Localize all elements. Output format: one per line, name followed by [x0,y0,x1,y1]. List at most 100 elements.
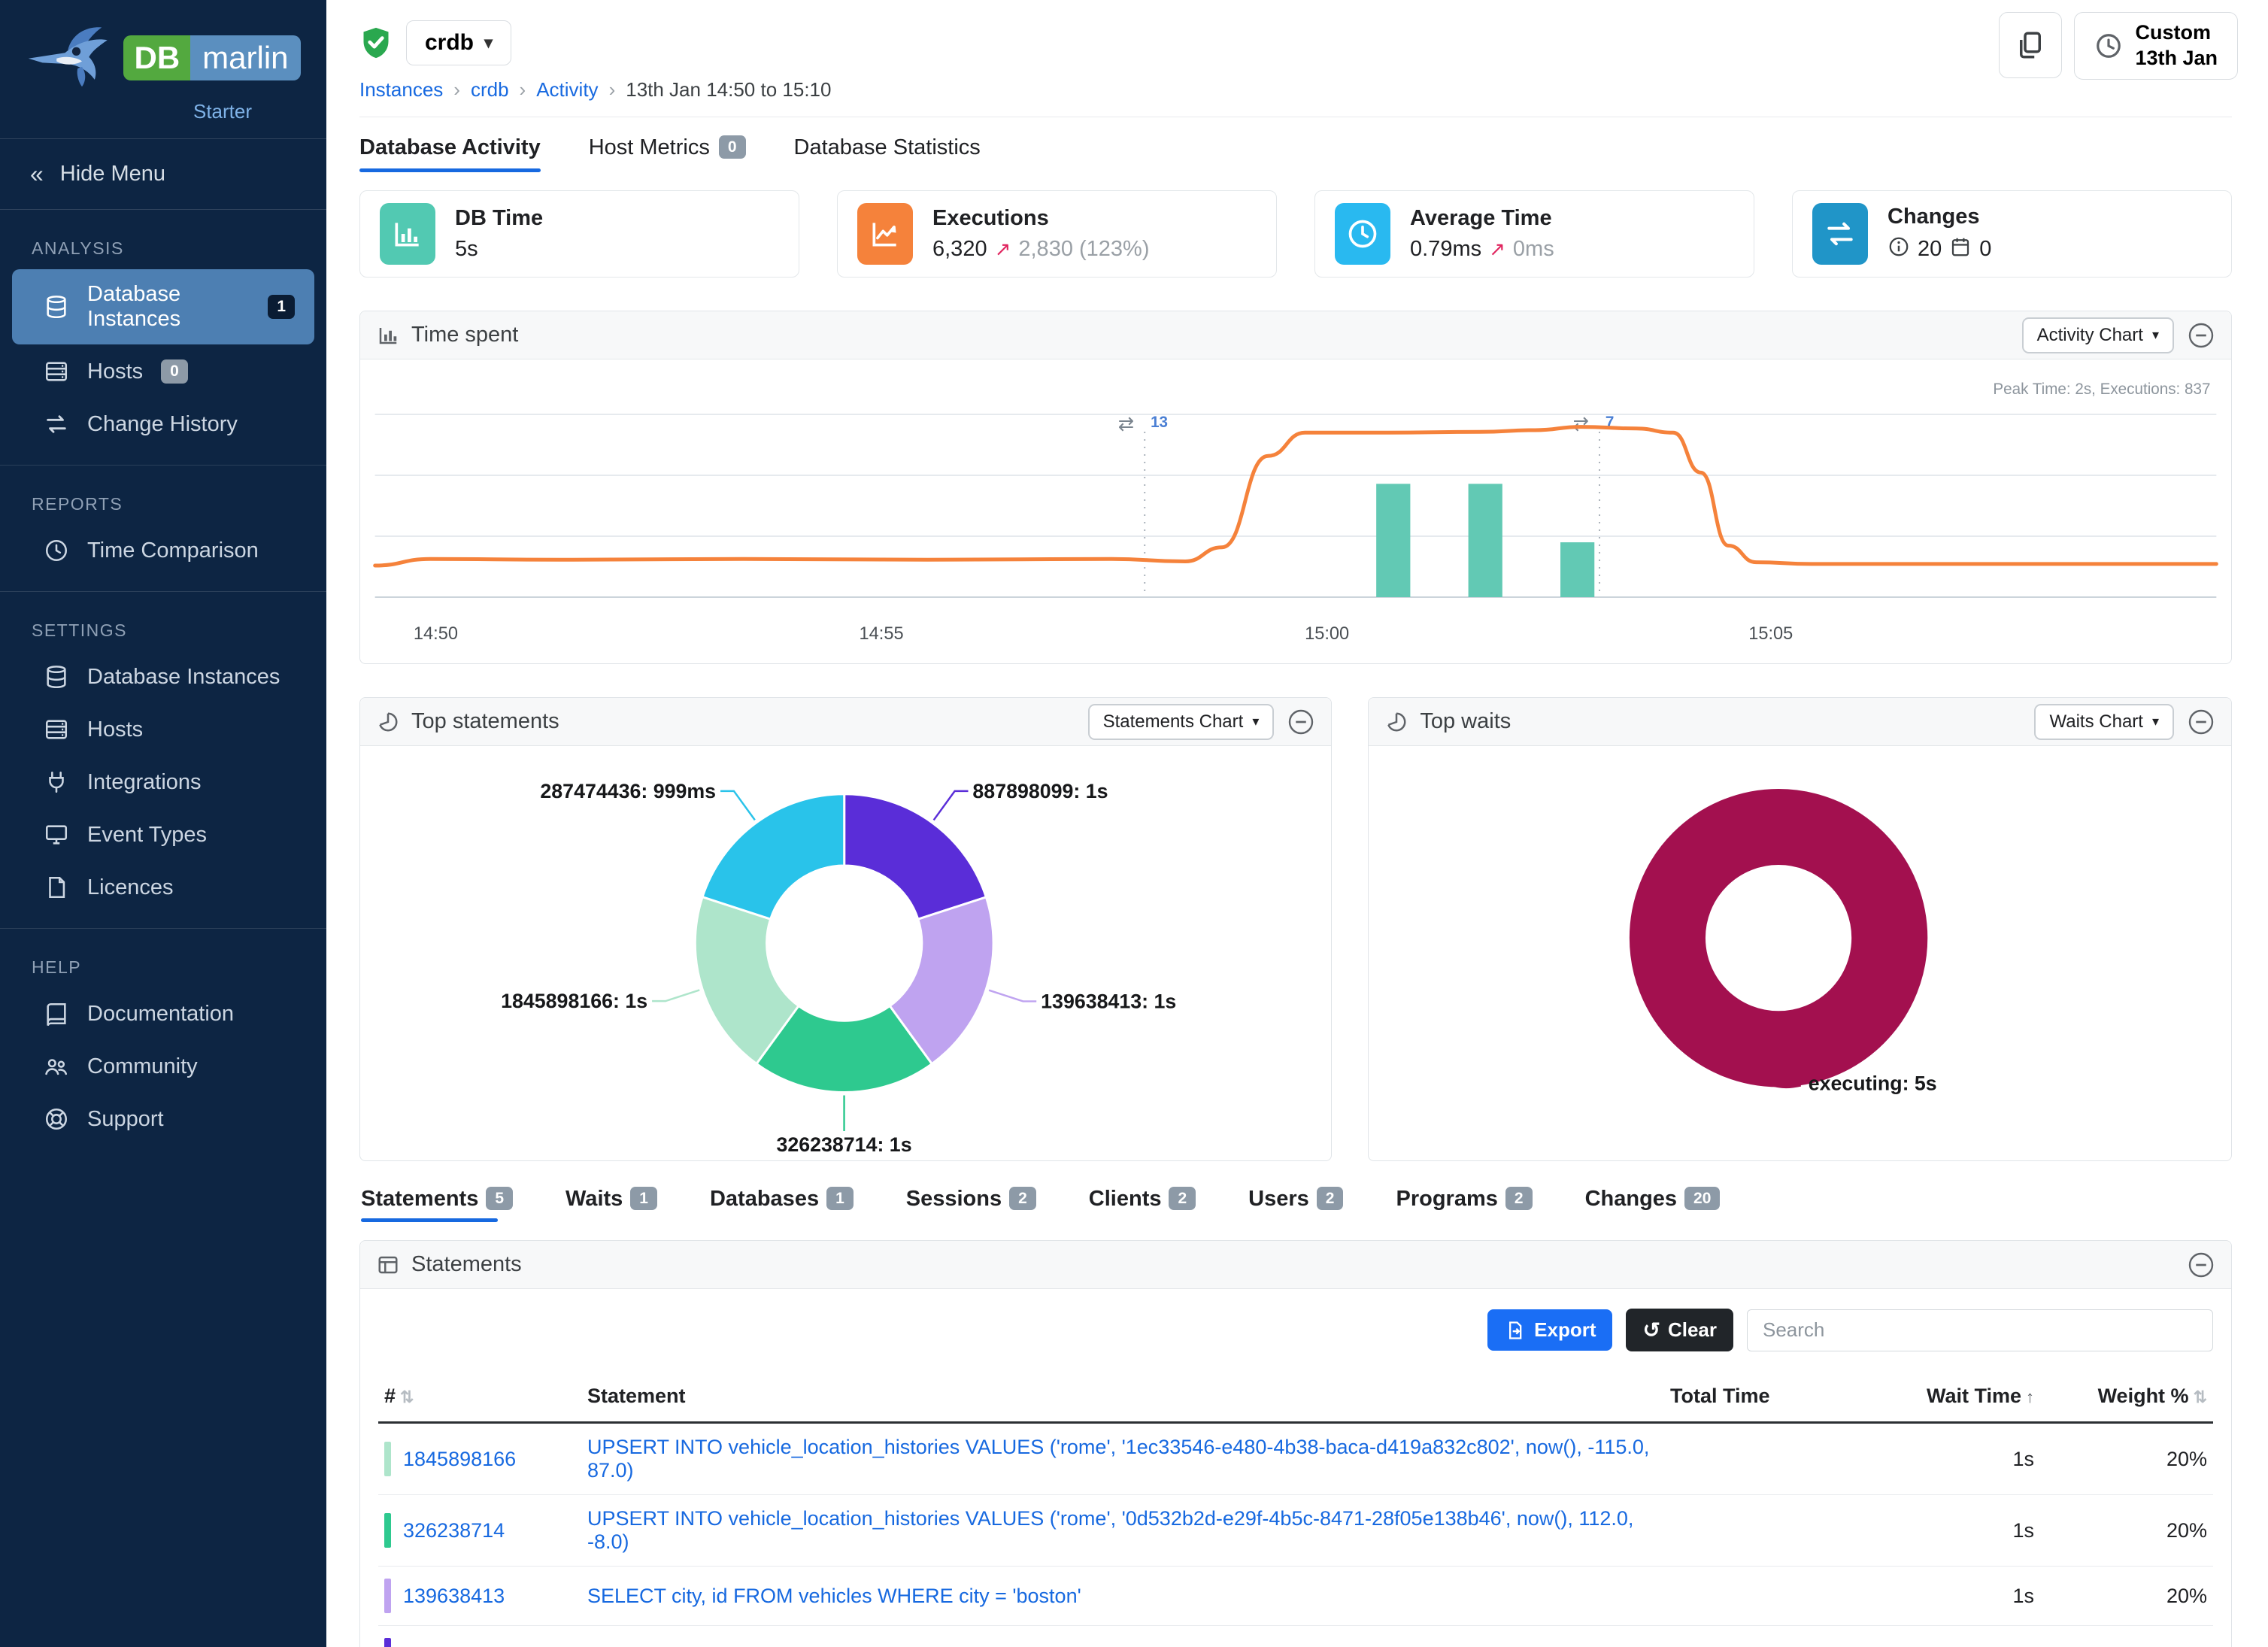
time-range-button[interactable]: Custom 13th Jan [2074,12,2238,80]
stat-value-part: ↗ [1489,238,1505,260]
sidebar-item-change-history[interactable]: Change History [12,399,314,450]
breadcrumb-current: 13th Jan 14:50 to 15:10 [626,78,832,101]
detail-tab-sessions[interactable]: Sessions 2 [906,1187,1036,1222]
collapse-panel-icon[interactable] [2188,322,2215,349]
statement-color-bar [384,1513,391,1548]
top-statements-panel: Top statements Statements Chart ▾ [359,697,1333,1161]
calendar-icon [1949,235,1972,264]
sidebar-section: HELP Documentation Community Support [0,929,326,1160]
sidebar-item-label: Time Comparison [87,538,259,563]
svg-text:15:05: 15:05 [1748,623,1793,644]
health-shield-icon [363,27,389,59]
sidebar-item-support[interactable]: Support [12,1093,314,1145]
detail-tab-label: Changes [1584,1187,1678,1211]
sidebar-item-event-types[interactable]: Event Types [12,809,314,860]
stat-card-average-time[interactable]: Average Time 0.79ms ↗ 0ms [1314,190,1754,278]
detail-tab-changes[interactable]: Changes 20 [1585,1187,1721,1222]
detail-tab-label: Clients [1088,1187,1162,1211]
barchart-icon [380,203,435,265]
top-waits-donut[interactable]: executing: 5s [1369,746,2231,1160]
column-header-wait-time[interactable]: Wait Time ↑ [1800,1374,2040,1424]
detail-tab-statements[interactable]: Statements 5 [361,1187,514,1222]
collapse-panel-icon[interactable] [2188,708,2215,736]
breadcrumb-separator: › [519,78,526,101]
top-statements-title: Top statements [411,709,559,733]
sidebar-item-community[interactable]: Community [12,1041,314,1092]
top-waits-panel: Top waits Waits Chart ▾ [1368,697,2232,1161]
breadcrumb-link[interactable]: Instances [359,78,444,101]
sidebar-item-documentation[interactable]: Documentation [12,988,314,1039]
linechart-icon [857,203,913,265]
sidebar-item-database-instances[interactable]: Database Instances 1 [12,269,314,344]
pie-chart-icon [1387,712,1406,731]
activity-chart-select[interactable]: Activity Chart ▾ [2021,317,2174,353]
instance-selector[interactable]: crdb ▾ [406,20,512,65]
sidebar-item-database-instances[interactable]: Database Instances [12,651,314,702]
hide-menu-button[interactable]: « Hide Menu [0,139,326,210]
book-icon [44,1001,69,1027]
svg-text:14:55: 14:55 [860,623,904,644]
statement-text-link[interactable]: UPSERT INTO vehicle_location_histories V… [587,1507,1634,1553]
export-button[interactable]: Export [1487,1309,1613,1351]
sidebar-item-label: Hosts [87,359,144,384]
stat-card-db-time[interactable]: DB Time 5s [359,190,799,278]
detail-tab-programs[interactable]: Programs 2 [1396,1187,1533,1222]
search-input[interactable] [1747,1309,2213,1351]
main-area: crdb ▾ Instances › crdb › Activity › 13th Jan … [326,0,2268,1647]
breadcrumb-link[interactable]: Activity [536,78,599,101]
statements-chart-select[interactable]: Statements Chart ▾ [1087,703,1275,740]
stat-value-part: ↗ [994,238,1011,260]
breadcrumb-link[interactable]: crdb [470,78,509,101]
table-row: 1845898166 UPSERT INTO vehicle_location_… [378,1422,2213,1495]
statement-id-link[interactable]: 887898099 [403,1644,505,1647]
svg-text:13: 13 [1151,414,1168,431]
detail-tab-label: Statements [361,1187,479,1211]
statements-title: Statements [411,1252,522,1276]
sidebar-item-integrations[interactable]: Integrations [12,757,314,808]
time-spent-chart[interactable]: Peak Time: 2s, Executions: 837 ⇄ 13 ⇄ 7 1… [360,359,2231,663]
sidebar-item-badge: 0 [161,359,188,384]
stat-card-executions[interactable]: Executions 6,320 ↗ 2,830 (123%) [837,190,1277,278]
stat-value-part: 0.79ms [1410,237,1482,261]
waits-chart-select[interactable]: Waits Chart ▾ [2034,703,2174,740]
collapse-panel-icon[interactable] [1287,708,1314,736]
statement-color-bar [384,1579,391,1613]
top-statements-donut[interactable]: 887898099: 1s 139638413: 1s 326238714: 1s 1… [360,746,1332,1160]
svg-text:14:50: 14:50 [414,623,458,644]
statement-text-link[interactable]: CREATE STATISTICS __auto__ FROM [63] WIT… [587,1644,1568,1647]
collapse-panel-icon[interactable] [2188,1251,2215,1278]
statement-id-link[interactable]: 139638413 [403,1584,505,1607]
sidebar-item-hosts[interactable]: Hosts [12,704,314,755]
statement-text-link[interactable]: UPSERT INTO vehicle_location_histories V… [587,1436,1650,1482]
tab-label: Host Metrics [588,135,710,159]
detail-tab-clients[interactable]: Clients 2 [1089,1187,1196,1222]
sidebar-item-hosts[interactable]: Hosts 0 [12,346,314,397]
column-header--[interactable]: # ⇅ [378,1374,581,1424]
sidebar-section: REPORTS Time Comparison [0,466,326,592]
clear-button[interactable]: ↺ Clear [1626,1309,1733,1351]
wait-time-value: 1s [1800,1625,2040,1647]
tab-host-metrics[interactable]: Host Metrics 0 [589,135,746,172]
database-icon [44,294,69,320]
statement-text-link[interactable]: SELECT city, id FROM vehicles WHERE city… [587,1584,1081,1607]
copy-button[interactable] [1999,12,2063,78]
tab-database-activity[interactable]: Database Activity [359,135,541,172]
column-header-weight-[interactable]: Weight % ⇅ [2040,1374,2213,1424]
detail-tab-waits[interactable]: Waits 1 [565,1187,657,1222]
table-row: 139638413 SELECT city, id FROM vehicles … [378,1566,2213,1626]
waits-chart-label: Waits Chart [2049,711,2143,732]
sidebar-item-time-comparison[interactable]: Time Comparison [12,525,314,576]
column-header-total-time: Total Time [1664,1374,1800,1424]
sidebar-sections: ANALYSIS Database Instances 1 Hosts 0 Ch… [0,210,326,1160]
sidebar-item-licences[interactable]: Licences [12,862,314,913]
detail-tab-databases[interactable]: Databases 1 [710,1187,854,1222]
tab-database-statistics[interactable]: Database Statistics [794,135,981,172]
statement-id-link[interactable]: 326238714 [403,1518,505,1542]
sidebar-section: ANALYSIS Database Instances 1 Hosts 0 Ch… [0,210,326,466]
stat-value-part: 2,830 (123%) [1018,237,1150,261]
statements-chart-label: Statements Chart [1102,711,1244,732]
statement-id-link[interactable]: 1845898166 [403,1447,517,1470]
detail-tab-users[interactable]: Users 2 [1248,1187,1344,1222]
stat-card-changes[interactable]: Changes 20 0 [1792,190,2232,278]
